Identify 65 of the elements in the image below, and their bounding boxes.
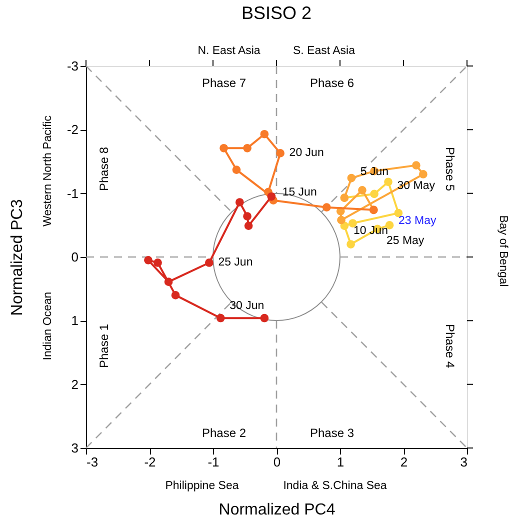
annotation: Phase 7 bbox=[202, 76, 246, 90]
y-tick-label: -3 bbox=[66, 58, 78, 74]
x-tick-label: 3 bbox=[460, 454, 468, 470]
point bbox=[370, 190, 378, 198]
annotation: Phase 3 bbox=[310, 426, 354, 440]
y-tick-label: -2 bbox=[66, 122, 78, 138]
point bbox=[244, 222, 253, 230]
point bbox=[260, 314, 269, 322]
y-axis-title: Normalized PC3 bbox=[8, 199, 26, 316]
x-tick-label: 2 bbox=[400, 454, 408, 470]
annotation: 23 May bbox=[398, 215, 436, 228]
point bbox=[358, 186, 366, 194]
x-tick-label: -3 bbox=[86, 454, 98, 470]
text: N. East Asia bbox=[198, 45, 261, 57]
point bbox=[276, 149, 284, 158]
point bbox=[346, 240, 355, 248]
annotation: 20 Jun bbox=[289, 147, 324, 160]
x-axis-title: Normalized PC4 bbox=[218, 502, 336, 518]
text: Indian Ocean bbox=[42, 292, 54, 360]
point bbox=[232, 166, 241, 174]
point bbox=[205, 258, 214, 267]
point bbox=[154, 258, 162, 267]
x-tick-label: 1 bbox=[336, 454, 344, 470]
point bbox=[394, 208, 403, 218]
x-tick-label: 0 bbox=[273, 454, 281, 470]
point bbox=[260, 130, 269, 138]
x-tick-label: -1 bbox=[208, 454, 220, 470]
text: India & S.China Sea bbox=[283, 480, 388, 492]
point bbox=[347, 174, 356, 182]
annotation: Phase 2 bbox=[202, 426, 246, 440]
annotation: 15 Jun bbox=[282, 186, 317, 198]
annotation: Phase 8 bbox=[97, 146, 111, 192]
annotation: Phase 6 bbox=[310, 76, 354, 90]
point bbox=[220, 144, 228, 152]
annotation: Phase 1 bbox=[97, 324, 111, 368]
text: Philippine Sea bbox=[165, 480, 240, 492]
y-tick-label: 3 bbox=[71, 440, 78, 456]
point bbox=[164, 278, 173, 286]
y-tick-label: 2 bbox=[71, 376, 78, 392]
point bbox=[384, 178, 392, 186]
point bbox=[337, 216, 346, 224]
point bbox=[243, 212, 252, 220]
point bbox=[412, 161, 420, 170]
annotation: 30 Jun bbox=[230, 300, 264, 312]
point bbox=[243, 144, 252, 152]
point bbox=[322, 203, 331, 212]
point bbox=[144, 256, 152, 264]
annotation: Phase 5 bbox=[443, 146, 457, 192]
y-tick-label: 1 bbox=[71, 313, 78, 328]
point bbox=[216, 314, 225, 322]
annotation: Phase 4 bbox=[443, 324, 457, 368]
y-tick-label: 0 bbox=[71, 250, 78, 264]
point bbox=[348, 219, 357, 228]
chart-title: BSISO 2 bbox=[241, 3, 312, 23]
y-tick-label: -1 bbox=[66, 186, 78, 201]
annotation: 25 Jun bbox=[218, 256, 253, 269]
text: Western North Pacific bbox=[42, 115, 54, 226]
x-tick-label: -2 bbox=[144, 454, 156, 470]
point bbox=[419, 170, 428, 178]
point bbox=[235, 198, 244, 206]
annotation: 25 May bbox=[386, 234, 424, 247]
point bbox=[171, 291, 180, 300]
annotation: 5 Jun bbox=[360, 166, 389, 178]
text: Bay of Bengal bbox=[497, 215, 509, 287]
text: S. East Asia bbox=[292, 45, 356, 57]
